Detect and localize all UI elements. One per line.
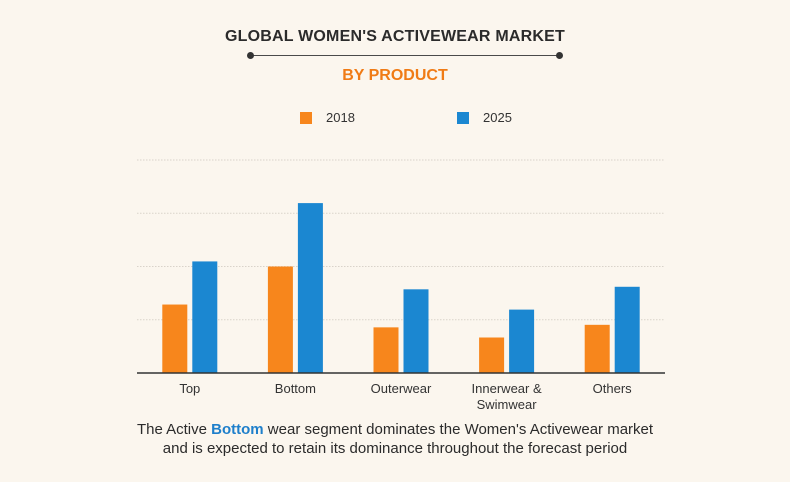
x-tick-label-1: Bottom xyxy=(274,381,316,396)
title-divider xyxy=(250,55,560,56)
bar-2025-0 xyxy=(192,261,218,373)
x-tick-label-2: Outerwear xyxy=(370,381,432,396)
bar-2025-1 xyxy=(297,203,323,373)
bar-2025-4 xyxy=(614,286,640,373)
caption-line-2: and is expected to retain its dominance … xyxy=(162,440,628,457)
chart-title: GLOBAL WOMEN'S ACTIVEWEAR MARKET xyxy=(225,28,565,45)
x-tick-label-3: Innerwear & Swimwear xyxy=(471,381,542,412)
chart-subtitle: BY PRODUCT xyxy=(342,67,448,84)
x-tick-label-4: Others xyxy=(592,381,632,396)
legend-swatch-2018 xyxy=(300,111,312,124)
bar-2018-0 xyxy=(162,304,188,373)
caption-text-after: wear segment dominates the Women's Activ… xyxy=(263,421,654,438)
caption-text-before: The Active xyxy=(136,421,212,438)
legend-label-2018: 2018 xyxy=(326,110,355,125)
bar-2018-1 xyxy=(267,266,293,373)
legend-label-2025: 2025 xyxy=(483,110,512,125)
legend-swatch-2025 xyxy=(457,111,469,124)
bar-2025-3 xyxy=(509,309,535,373)
divider-left-dot xyxy=(247,52,254,59)
divider-right-dot xyxy=(556,52,563,59)
bar-2025-2 xyxy=(403,289,429,373)
legend-item-2025: 2025 xyxy=(457,110,512,125)
x-tick-label-0: Top xyxy=(179,381,201,396)
caption-highlight: Bottom xyxy=(211,421,264,438)
legend-item-2018: 2018 xyxy=(300,110,355,125)
chart-caption: The Active Bottom wear segment dominates… xyxy=(0,420,790,458)
caption-line-1: The Active Bottom wear segment dominates… xyxy=(0,420,790,439)
bar-2018-4 xyxy=(584,324,610,373)
bar-2018-2 xyxy=(373,327,399,373)
bar-2018-3 xyxy=(479,337,505,373)
